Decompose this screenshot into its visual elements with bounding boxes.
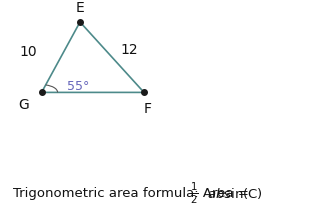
Text: E: E <box>76 1 84 15</box>
Text: G: G <box>18 98 29 112</box>
Text: Trigonometric area formula: Area =: Trigonometric area formula: Area = <box>13 187 253 200</box>
Text: 12: 12 <box>120 43 138 57</box>
Text: 10: 10 <box>19 45 37 59</box>
Text: $\mathit{ab}$$\mathregular{sin(C)}$: $\mathit{ab}$$\mathregular{sin(C)}$ <box>207 186 263 201</box>
Text: 55°: 55° <box>67 80 90 93</box>
Text: F: F <box>143 102 151 116</box>
Text: $\mathregular{\frac{1}{2}}$: $\mathregular{\frac{1}{2}}$ <box>190 181 199 206</box>
